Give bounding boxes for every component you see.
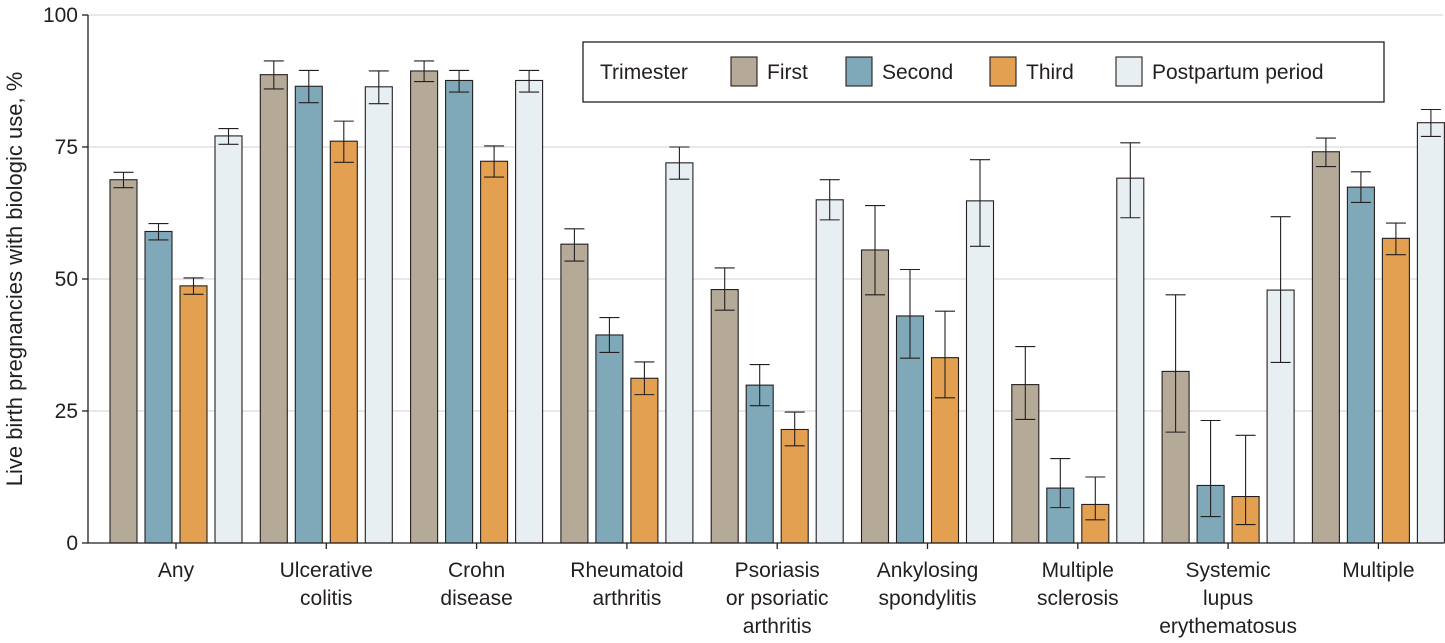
bar-postpartum-period: [665, 162, 694, 544]
x-tick-label-line: Psoriasis: [735, 559, 820, 582]
bar-first: [109, 179, 138, 544]
y-axis-label: Live birth pregnancies with biologic use…: [2, 72, 27, 487]
legend-swatch: [989, 56, 1017, 87]
bar-second: [745, 384, 774, 544]
bar-postpartum-period: [815, 199, 844, 544]
bar-postpartum-period: [1116, 177, 1145, 544]
x-tick-label: Crohn disease: [440, 559, 512, 610]
bar-third: [780, 428, 809, 544]
bar-postpartum-period: [1416, 122, 1445, 544]
x-tick-label-line: Multiple: [1042, 559, 1114, 582]
legend-swatch: [845, 56, 873, 87]
bar-second: [1346, 186, 1375, 544]
bar-postpartum-period: [965, 200, 995, 544]
x-tick-label-line: lupus: [1203, 587, 1253, 610]
x-tick-label-line: Rheumatoid: [570, 559, 683, 582]
x-tick-label-line: spondylitis: [878, 587, 976, 610]
x-tick-label-line: or psoriatic: [726, 587, 829, 610]
x-tick-label: Ulcerative colitis: [280, 559, 373, 610]
legend-title: Trimester: [600, 61, 688, 84]
bar-third: [480, 160, 509, 544]
legend: Trimester First Second Third Postpartum per…: [582, 41, 1385, 103]
legend-label: First: [767, 61, 808, 84]
x-tick-label-line: arthritis: [743, 615, 812, 638]
legend-swatch: [730, 56, 758, 87]
x-tick-label-line: arthritis: [592, 587, 661, 610]
x-tick-label-line: Multiple: [1342, 559, 1414, 582]
bar-first: [710, 289, 739, 544]
bar-third: [1381, 237, 1410, 544]
x-tick-label-line: Ankylosing: [877, 559, 979, 582]
bar-third: [179, 285, 208, 544]
bar-first: [1311, 151, 1340, 544]
x-tick-label: Multiple: [1342, 559, 1414, 582]
bar-third: [630, 377, 659, 544]
y-tick-label: 50: [55, 268, 78, 291]
bar-postpartum-period: [214, 135, 243, 544]
y-tick-label: 75: [55, 136, 78, 159]
x-tick-label-line: Any: [158, 559, 195, 582]
bars: [109, 60, 1445, 544]
x-tick-label: Any: [158, 559, 195, 582]
bar-postpartum-period: [364, 86, 393, 544]
legend-box: [582, 41, 1385, 103]
y-tick-label: 0: [66, 532, 78, 555]
x-tick-label-line: colitis: [300, 587, 353, 610]
x-tick-label: Multiple sclerosis: [1037, 559, 1119, 610]
x-tick-label-line: Systemic: [1186, 559, 1271, 582]
x-tick-label-line: disease: [440, 587, 512, 610]
legend-label: Postpartum period: [1152, 61, 1324, 84]
bar-second: [294, 85, 323, 544]
bar-first: [259, 74, 288, 544]
bar-postpartum-period: [515, 79, 544, 544]
x-tick-label: Rheumatoid arthritis: [570, 559, 683, 610]
y-tick-label: 25: [55, 400, 78, 423]
bar-first: [560, 243, 589, 544]
x-tick-label-line: erythematosus: [1159, 615, 1297, 638]
bar-second: [144, 230, 173, 544]
x-tick-label: Psoriasis or psoriatic arthritis: [726, 559, 829, 638]
x-tick-label-line: Ulcerative: [280, 559, 373, 582]
axes: 0 25 50 75 100 Any Ulcerative colitis Crohn disea…: [43, 4, 1443, 638]
y-tick-label: 100: [43, 4, 78, 27]
x-tick-label: Ankylosing spondylitis: [877, 559, 979, 610]
legend-label: Third: [1026, 61, 1074, 84]
x-tick-label: Systemic lupus erythematosus: [1159, 559, 1297, 638]
legend-swatch: [1115, 56, 1143, 87]
bar-first: [410, 70, 439, 544]
bar-second: [445, 79, 474, 544]
legend-label: Second: [882, 61, 953, 84]
bar-third: [329, 140, 358, 544]
x-tick-label-line: Crohn: [448, 559, 505, 582]
x-tick-label-line: sclerosis: [1037, 587, 1119, 610]
bar-second: [595, 334, 624, 544]
